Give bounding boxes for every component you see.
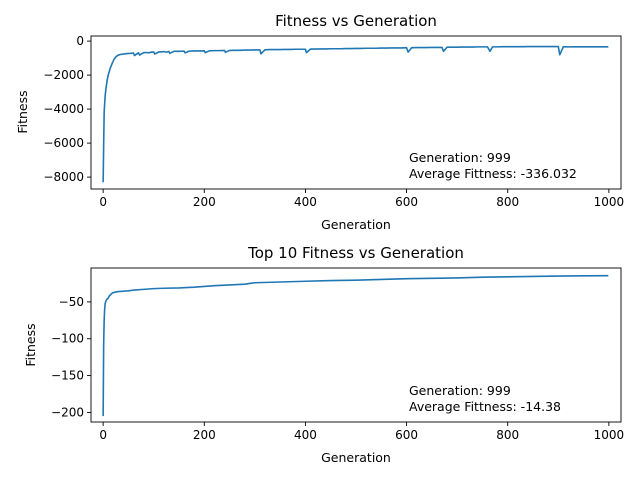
chart-fitness: Fitness vs Generation 0 200 400 600 800 10000… [15,12,624,232]
y-tick-label: −8000 [43,170,84,184]
y-tick-label: −150 [51,369,84,383]
x-tick-label: 0 [99,195,107,209]
y-tick-label: −100 [51,332,84,346]
y-tick-label: −2000 [43,68,84,82]
annotation-generation: Generation: 999 [409,150,511,165]
chart-title: Top 10 Fitness vs Generation [247,244,464,262]
x-tick-label: 1000 [594,195,625,209]
x-tick-label: 600 [395,195,418,209]
annotation-generation: Generation: 999 [409,383,511,398]
y-tick-label: −6000 [43,136,84,150]
x-tick-label: 200 [193,428,216,442]
x-tick-label: 400 [294,428,317,442]
y-axis-label: Fitness [23,323,38,366]
plot-area: 0 200 400 600 800 1000 0 −2000 −4000 −6000 −8000 [43,34,624,209]
plot-area: 0 200 400 600 800 1000 −50 −100 −150 −200 [51,267,625,442]
x-axis-label: Generation [321,217,391,232]
axes-frame [90,267,622,423]
x-tick-label: 1000 [594,428,625,442]
annotation-average: Average Fittness: -14.38 [409,399,561,414]
x-tick-label: 800 [496,195,519,209]
axes-frame [90,35,622,190]
x-tick-label: 400 [294,195,317,209]
y-tick-label: −50 [59,295,84,309]
x-tick-label: 800 [496,428,519,442]
chart-top10-fitness: Top 10 Fitness vs Generation 0 200 400 600 8… [23,244,624,465]
series-line-0 [102,45,609,183]
y-axis-label: Fitness [15,90,30,133]
series-line-0 [102,274,609,417]
y-tick-label: −4000 [43,102,84,116]
x-tick-label: 0 [99,428,107,442]
x-tick-label: 200 [193,195,216,209]
y-tick-label: 0 [76,34,84,48]
chart-title: Fitness vs Generation [275,12,437,30]
x-tick-label: 600 [395,428,418,442]
y-tick-label: −200 [51,405,84,419]
x-axis-label: Generation [321,450,391,465]
annotation-average: Average Fittness: -336.032 [409,166,577,181]
